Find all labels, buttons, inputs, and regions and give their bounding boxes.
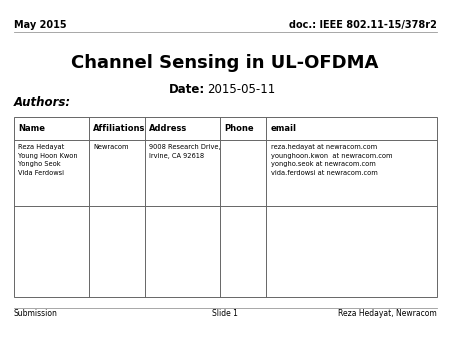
Text: Newracom: Newracom bbox=[93, 144, 129, 150]
Text: Slide 1: Slide 1 bbox=[212, 309, 238, 318]
Text: Authors:: Authors: bbox=[14, 96, 71, 109]
Bar bbox=[14, 117, 436, 297]
Text: Submission: Submission bbox=[14, 309, 58, 318]
Text: Date:: Date: bbox=[168, 83, 205, 96]
Text: email: email bbox=[271, 124, 297, 133]
Text: Reza Hedayat
Young Hoon Kwon
Yongho Seok
Vida Ferdowsi: Reza Hedayat Young Hoon Kwon Yongho Seok… bbox=[18, 144, 77, 176]
Text: May 2015: May 2015 bbox=[14, 20, 66, 30]
Text: 9008 Research Drive,
Irvine, CA 92618: 9008 Research Drive, Irvine, CA 92618 bbox=[149, 144, 221, 159]
Text: Channel Sensing in UL-OFDMA: Channel Sensing in UL-OFDMA bbox=[71, 53, 379, 72]
Text: Phone: Phone bbox=[225, 124, 254, 133]
Text: Affiliations: Affiliations bbox=[93, 124, 146, 133]
Text: 2015-05-11: 2015-05-11 bbox=[207, 83, 275, 96]
Text: reza.hedayat at newracom.com
younghoon.kwon  at newracom.com
yongho.seok at newr: reza.hedayat at newracom.com younghoon.k… bbox=[271, 144, 392, 176]
Text: Address: Address bbox=[149, 124, 188, 133]
Text: doc.: IEEE 802.11-15/378r2: doc.: IEEE 802.11-15/378r2 bbox=[288, 20, 436, 30]
Text: Name: Name bbox=[18, 124, 45, 133]
Text: Reza Hedayat, Newracom: Reza Hedayat, Newracom bbox=[338, 309, 436, 318]
